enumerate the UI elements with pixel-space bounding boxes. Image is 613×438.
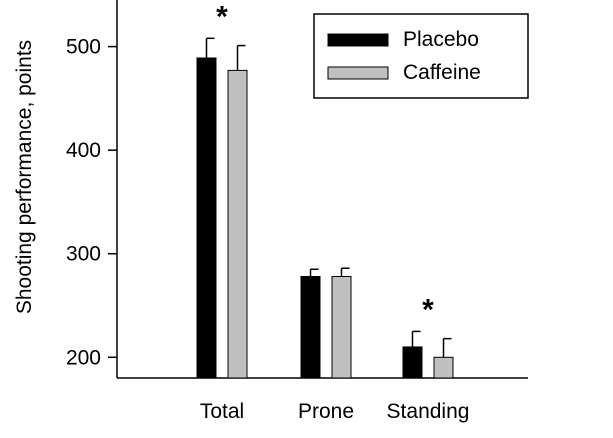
legend-swatch (327, 66, 389, 80)
annotations: ** (216, 0, 434, 326)
x-tick-label: Total (200, 400, 244, 423)
bar (433, 356, 454, 379)
significance-marker: * (422, 293, 434, 326)
x-tick-label: Standing (387, 400, 470, 423)
bar (227, 69, 248, 379)
bars (196, 57, 454, 379)
axes: 200 300 400 500 Shooting performance, points… (13, 0, 528, 423)
y-tick-label: 200 (66, 346, 101, 369)
y-tick-label: 500 (66, 36, 101, 59)
bar (196, 57, 217, 379)
legend-label: Placebo (403, 28, 479, 51)
legend-box (313, 13, 529, 99)
y-tick-label: 300 (66, 243, 101, 266)
legend-swatch (327, 33, 389, 47)
bar (300, 276, 321, 379)
x-tick-label: Prone (298, 400, 354, 423)
legend: Placebo Caffeine (313, 13, 529, 99)
bar (402, 346, 423, 379)
y-axis-title: Shooting performance, points (13, 40, 36, 314)
legend-label: Caffeine (403, 61, 481, 84)
significance-marker: * (216, 0, 228, 33)
y-tick-label: 400 (66, 139, 101, 162)
error-bars (205, 37, 452, 358)
bar (331, 276, 352, 379)
